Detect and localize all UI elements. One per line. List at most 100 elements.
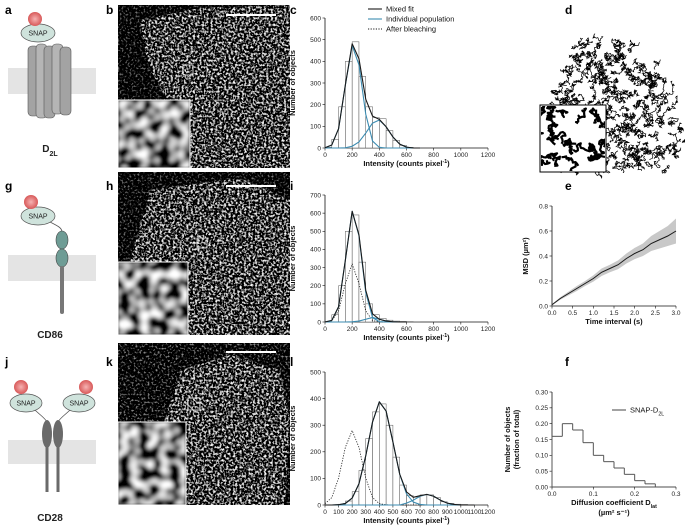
trajectory — [585, 61, 592, 67]
inset — [117, 99, 191, 169]
trajectory — [629, 150, 638, 157]
snap-tag — [9, 393, 43, 413]
chart-i: i 0 100 200 300 400 500 600 700 0 200 400 600 800 1000… — [288, 179, 496, 342]
trajectory — [595, 76, 603, 86]
y-axis-label: Number of objects — [288, 406, 297, 472]
trajectory — [642, 141, 649, 148]
x-tick-label: 300 — [360, 509, 371, 516]
trajectory — [581, 50, 593, 58]
y-tick-label: 400 — [310, 247, 321, 254]
snap-tag — [62, 393, 96, 413]
fluorophore — [24, 195, 38, 209]
x-tick-label: 1.0 — [589, 310, 598, 317]
trajectory — [620, 162, 630, 174]
trajectory — [563, 98, 570, 104]
x-tick-label: 0.5 — [568, 310, 577, 317]
trajectory — [588, 107, 600, 119]
trajectory — [604, 77, 615, 91]
inset — [118, 262, 188, 335]
trajectory — [626, 123, 633, 129]
panel-letter: f — [565, 355, 570, 369]
y-tick-label: 200 — [310, 283, 321, 290]
bar — [338, 285, 346, 323]
legend-label: Mixed fit — [386, 5, 415, 14]
panel-letter: b — [106, 3, 113, 17]
y-tick-label: 0.2 — [539, 278, 548, 285]
trajectory — [614, 160, 626, 167]
helix — [59, 46, 72, 116]
trajectory — [616, 124, 631, 133]
x-tick-label: 200 — [347, 326, 358, 333]
bar — [351, 491, 360, 506]
trajectory — [587, 96, 597, 105]
trajectory — [585, 37, 593, 46]
x-axis-label-sup: -1 — [443, 333, 448, 339]
bar — [358, 470, 367, 506]
trajectory — [550, 89, 557, 95]
trajectory — [669, 146, 678, 153]
legend-label: After bleaching — [386, 25, 436, 34]
bar — [372, 411, 380, 506]
x-tick-label: 700 — [415, 509, 426, 516]
protein-name: CD28 — [37, 513, 63, 524]
protein-name: D2L — [42, 144, 58, 158]
x-tick-label: 2.5 — [651, 310, 660, 317]
trajectory — [648, 91, 656, 102]
trajectory — [611, 84, 618, 93]
trajectory — [608, 150, 619, 159]
trajectory — [617, 140, 626, 155]
trajectory — [541, 106, 547, 117]
trajectory — [628, 144, 635, 151]
x-tick-label: 400 — [374, 509, 385, 516]
x-tick-label: 1200 — [481, 326, 496, 333]
trajectory — [576, 93, 585, 103]
trajectory — [571, 40, 582, 50]
x-axis-label-part: ) — [447, 333, 450, 342]
trajectory — [648, 92, 663, 100]
mixed-curve — [324, 43, 421, 149]
trajectory — [561, 155, 580, 167]
trajectory — [643, 122, 651, 128]
legend-label: Individual population — [386, 15, 454, 24]
trajectory — [618, 105, 630, 112]
x-tick-label: 600 — [401, 509, 412, 516]
x-tick-label: 2.0 — [630, 310, 639, 317]
trajectory — [652, 149, 663, 158]
x-tick-label: 1000 — [454, 152, 469, 159]
trajectory — [611, 38, 619, 47]
y-tick-label: 0 — [317, 145, 321, 152]
y-tick-label: 100 — [310, 476, 321, 483]
trajectory — [591, 89, 597, 100]
y-tick-label: 500 — [310, 229, 321, 236]
panel-letter: d — [565, 3, 572, 17]
snap-label: SNAP — [69, 401, 88, 408]
bar — [385, 130, 394, 149]
trajectory — [546, 106, 557, 116]
x-axis-label-part: ) — [447, 159, 450, 168]
panel-letter: j — [4, 355, 8, 369]
y-axis-label: Number of objects — [288, 226, 297, 292]
x-tick-label: 0.2 — [630, 491, 639, 498]
trajectory — [647, 72, 654, 81]
trajectory — [541, 131, 544, 135]
y-tick-label: 0 — [317, 319, 321, 326]
trajectory — [566, 73, 572, 83]
x-tick-label: 100 — [333, 509, 344, 516]
trajectory — [662, 145, 672, 155]
trajectory — [597, 68, 607, 76]
trajectory — [676, 122, 683, 134]
x-tick-label: 900 — [442, 509, 453, 516]
trajectory — [596, 41, 602, 49]
trajectory — [635, 76, 642, 87]
membrane — [8, 255, 96, 281]
x-tick-label: 600 — [401, 326, 412, 333]
trajectory — [616, 51, 625, 61]
x-axis-label: Intensity (counts pixel-1) — [363, 159, 450, 168]
x-tick-label: 1100 — [467, 509, 481, 516]
trajectory — [622, 89, 629, 96]
trajectory — [614, 97, 626, 104]
bar — [345, 61, 353, 149]
trajectory — [623, 112, 629, 122]
x-tick-label: 0 — [323, 326, 327, 333]
y-tick-label: 0.0 — [539, 303, 548, 310]
